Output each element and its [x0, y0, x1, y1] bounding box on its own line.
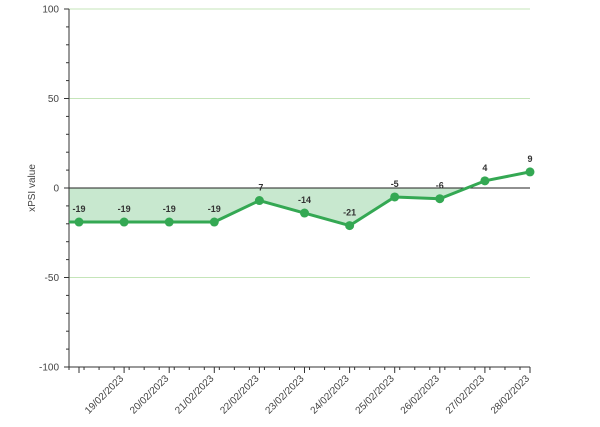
y-tick-label: -50 [45, 273, 60, 284]
data-point [74, 217, 84, 227]
line-layer [69, 170, 531, 228]
y-tick-label: 50 [48, 94, 60, 105]
data-point [254, 196, 264, 206]
x-tick-label: 25/02/2023 [354, 373, 397, 416]
data-label: -19 [118, 204, 131, 214]
x-tick-label: 23/02/2023 [263, 373, 306, 416]
data-point [390, 192, 400, 202]
data-label: -19 [72, 204, 85, 214]
y-tick-label: -100 [39, 363, 59, 374]
x-tick-label: 22/02/2023 [218, 373, 261, 416]
x-tick-label: 20/02/2023 [128, 373, 171, 416]
data-label: -19 [163, 204, 176, 214]
data-point [480, 176, 490, 186]
data-point [119, 217, 129, 227]
data-point [435, 194, 445, 204]
data-point [300, 208, 309, 218]
data-point [209, 217, 219, 227]
data-label: -14 [298, 195, 311, 205]
y-tick-label: 0 [53, 184, 59, 195]
series-line [69, 170, 531, 228]
x-tick-label: 21/02/2023 [173, 373, 216, 416]
data-label: -7 [255, 183, 263, 193]
negative-area [69, 188, 467, 226]
data-point [164, 217, 174, 227]
x-tick-label: 26/02/2023 [399, 373, 442, 416]
data-label: -5 [391, 179, 399, 189]
data-label: -6 [436, 181, 444, 191]
data-label: -21 [343, 208, 356, 218]
data-label: 9 [527, 154, 532, 164]
data-label: 4 [482, 163, 487, 173]
x-tick-label: 19/02/2023 [83, 373, 126, 416]
data-point [525, 167, 535, 177]
point-layer [74, 167, 535, 231]
x-tick-label: 28/02/2023 [489, 373, 532, 416]
data-point [345, 221, 355, 231]
label-layer: -19 -19 -19 -19 -7 -14 -21 -5 -6 4 9 [72, 154, 532, 218]
x-tick-label: 27/02/2023 [444, 373, 487, 416]
x-tick-label: 24/02/2023 [309, 373, 352, 416]
data-label: -19 [208, 204, 221, 214]
y-axis-title: xPSI value [27, 164, 38, 212]
y-tick-label: 100 [42, 5, 59, 16]
area-layer [69, 188, 467, 226]
